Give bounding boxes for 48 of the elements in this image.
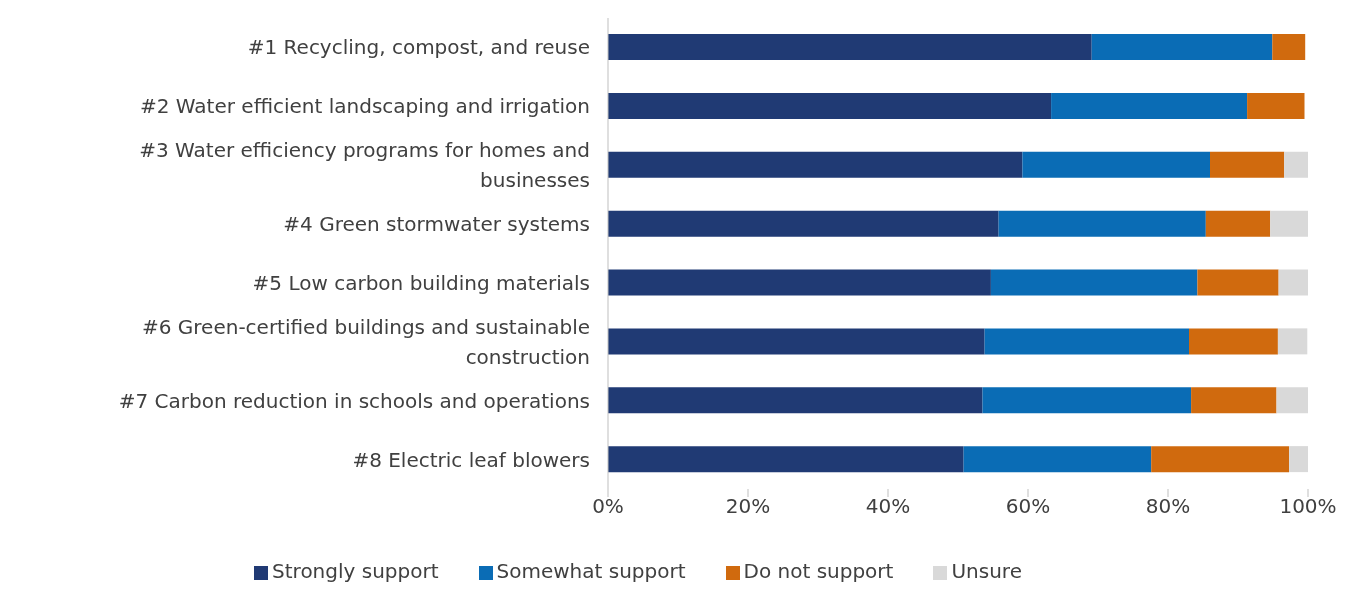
y-tick-label: #4 Green stormwater systems: [283, 212, 590, 237]
x-tick-label: 20%: [725, 494, 771, 519]
bar: [1022, 151, 1210, 178]
bar: [998, 210, 1206, 237]
x-tick-label: 40%: [865, 494, 911, 519]
legend-label: Unsure: [951, 559, 1022, 583]
y-tick-label: #6 Green-certified buildings and sustainable construction: [141, 314, 590, 369]
legend-label: Somewhat support: [496, 559, 686, 583]
bar: [982, 387, 1192, 414]
bar: [1151, 446, 1290, 473]
bar: [608, 387, 983, 414]
x-tick-label: 100%: [1279, 494, 1337, 519]
bar: [608, 269, 991, 296]
bar: [1277, 328, 1308, 355]
bar: [1278, 269, 1308, 296]
bar: [1289, 446, 1308, 473]
bar: [608, 92, 1052, 119]
bar: [1191, 387, 1277, 414]
bar: [1210, 151, 1285, 178]
y-tick-label: #8 Electric leaf blowers: [352, 447, 590, 472]
y-tick-label: #5 Low carbon building materials: [252, 270, 590, 295]
bar: [1247, 92, 1305, 119]
y-tick-label: #1 Recycling, compost, and reuse: [247, 35, 590, 60]
bar: [1272, 34, 1306, 60]
bar: [1091, 34, 1273, 60]
bar: [984, 328, 1189, 355]
y-tick-label: #2 Water efficient landscaping and irrigation: [140, 94, 590, 119]
bar: [1205, 210, 1271, 237]
bar: [1189, 328, 1278, 355]
bar: [1197, 269, 1279, 296]
bar: [1270, 210, 1308, 237]
bar: [608, 210, 999, 237]
y-tick-label: #3 Water efficiency programs for homes and businesses: [139, 138, 590, 193]
bar: [963, 446, 1152, 473]
bar: [608, 34, 1092, 60]
bar: [1276, 387, 1308, 414]
bar: [608, 446, 964, 473]
bar: [608, 328, 985, 355]
legend-label: Strongly support: [272, 559, 439, 583]
y-tick-label: #7 Carbon reduction in schools and operations: [118, 388, 590, 413]
x-tick-label: 80%: [1145, 494, 1191, 519]
bar: [1284, 151, 1308, 178]
bar: [608, 151, 1023, 178]
x-tick-label: 60%: [1005, 494, 1051, 519]
bar: [990, 269, 1198, 296]
legend-label: Do not support: [743, 559, 894, 583]
x-tick-label: 0%: [592, 494, 624, 519]
bar: [1051, 92, 1248, 119]
